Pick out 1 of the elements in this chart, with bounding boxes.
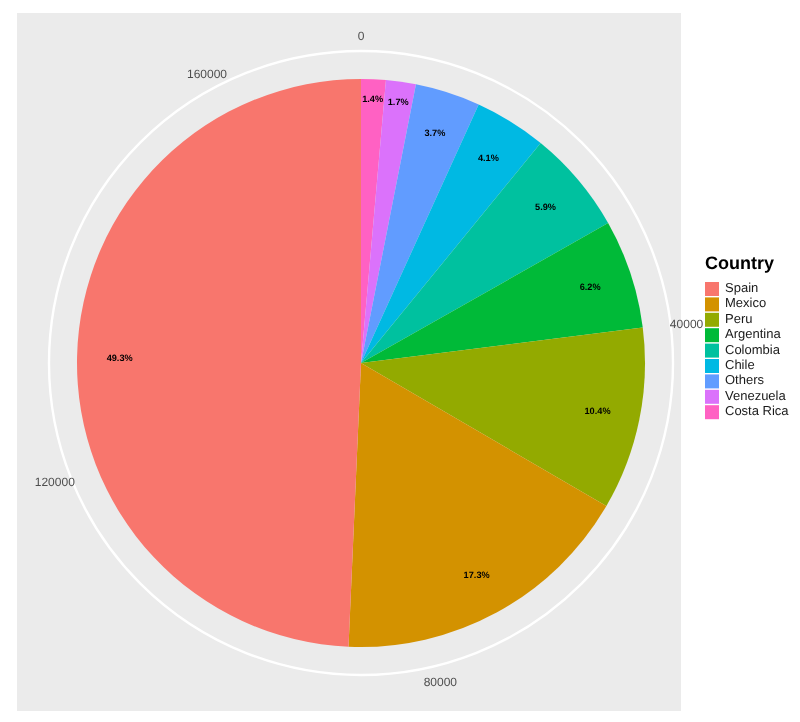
legend-title: Country (705, 253, 774, 273)
